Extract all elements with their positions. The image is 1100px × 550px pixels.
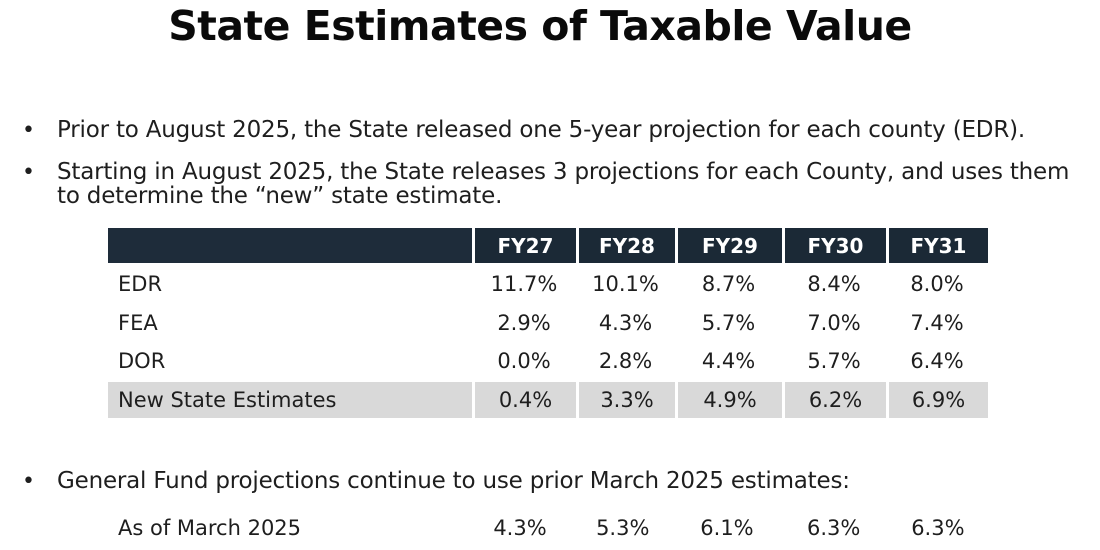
bullet-dot: • (22, 118, 35, 143)
table-cell: 0.4% (472, 382, 576, 418)
table-cell: 5.7% (807, 349, 861, 373)
row-label: FEA (118, 311, 158, 335)
table-cell: 2.9% (497, 311, 551, 335)
march-estimates-row: As of March 2025 4.3% 5.3% 6.1% 6.3% 6.3… (108, 511, 988, 545)
table-cell: 11.7% (490, 272, 558, 296)
table-row: DOR 0.0% 2.8% 4.4% 5.7% 6.4% (108, 342, 988, 380)
table-header-cell: FY31 (886, 228, 988, 263)
table-cell: 5.7% (701, 311, 756, 335)
table-cell: 8.4% (807, 272, 861, 296)
table-cell: 10.1% (592, 272, 659, 296)
bullet-text: to determine the “new” state estimate. (57, 183, 503, 209)
table-cell: 6.3% (806, 516, 861, 540)
table-header-cell: FY28 (576, 228, 675, 263)
table-cell: 6.3% (911, 516, 965, 540)
table-cell: 5.3% (596, 516, 650, 540)
table-cell: 4.3% (493, 516, 547, 540)
table-cell: 8.0% (910, 272, 964, 296)
table-cell: 4.9% (675, 382, 782, 418)
table-cell: 6.1% (700, 516, 754, 540)
table-cell: 3.3% (576, 382, 675, 418)
bullet-text: Prior to August 2025, the State released… (57, 117, 1025, 143)
bullet-dot: • (22, 469, 35, 494)
table-cell: 4.4% (701, 349, 756, 373)
page-title: State Estimates of Taxable Value (168, 2, 912, 50)
row-label: EDR (118, 272, 163, 296)
bullet-text: Starting in August 2025, the State relea… (57, 159, 1070, 185)
row-label: New State Estimates (108, 382, 472, 418)
table-cell: 6.2% (782, 382, 886, 418)
bullet-dot: • (22, 160, 35, 185)
table-header-cell: FY27 (472, 228, 576, 263)
bullet-text: General Fund projections continue to use… (57, 468, 850, 494)
table-cell: 8.7% (701, 272, 756, 296)
table-header-cell: FY29 (675, 228, 782, 263)
table-header-row: FY27 FY28 FY29 FY30 FY31 (108, 228, 988, 263)
table-cell: 6.9% (886, 382, 988, 418)
table-header-blank (108, 228, 472, 263)
table-row-highlighted: New State Estimates 0.4% 3.3% 4.9% 6.2% … (108, 381, 988, 419)
table-row: EDR 11.7% 10.1% 8.7% 8.4% 8.0% (108, 265, 988, 303)
table-cell: 2.8% (598, 349, 653, 373)
table-cell: 7.4% (910, 311, 964, 335)
row-label: DOR (118, 349, 166, 373)
table-row: FEA 2.9% 4.3% 5.7% 7.0% 7.4% (108, 304, 988, 342)
table-cell: 7.0% (807, 311, 861, 335)
table-cell: 6.4% (910, 349, 964, 373)
table-header-cell: FY30 (782, 228, 886, 263)
row-label: As of March 2025 (118, 516, 302, 540)
table-cell: 4.3% (598, 311, 653, 335)
table-cell: 0.0% (497, 349, 551, 373)
